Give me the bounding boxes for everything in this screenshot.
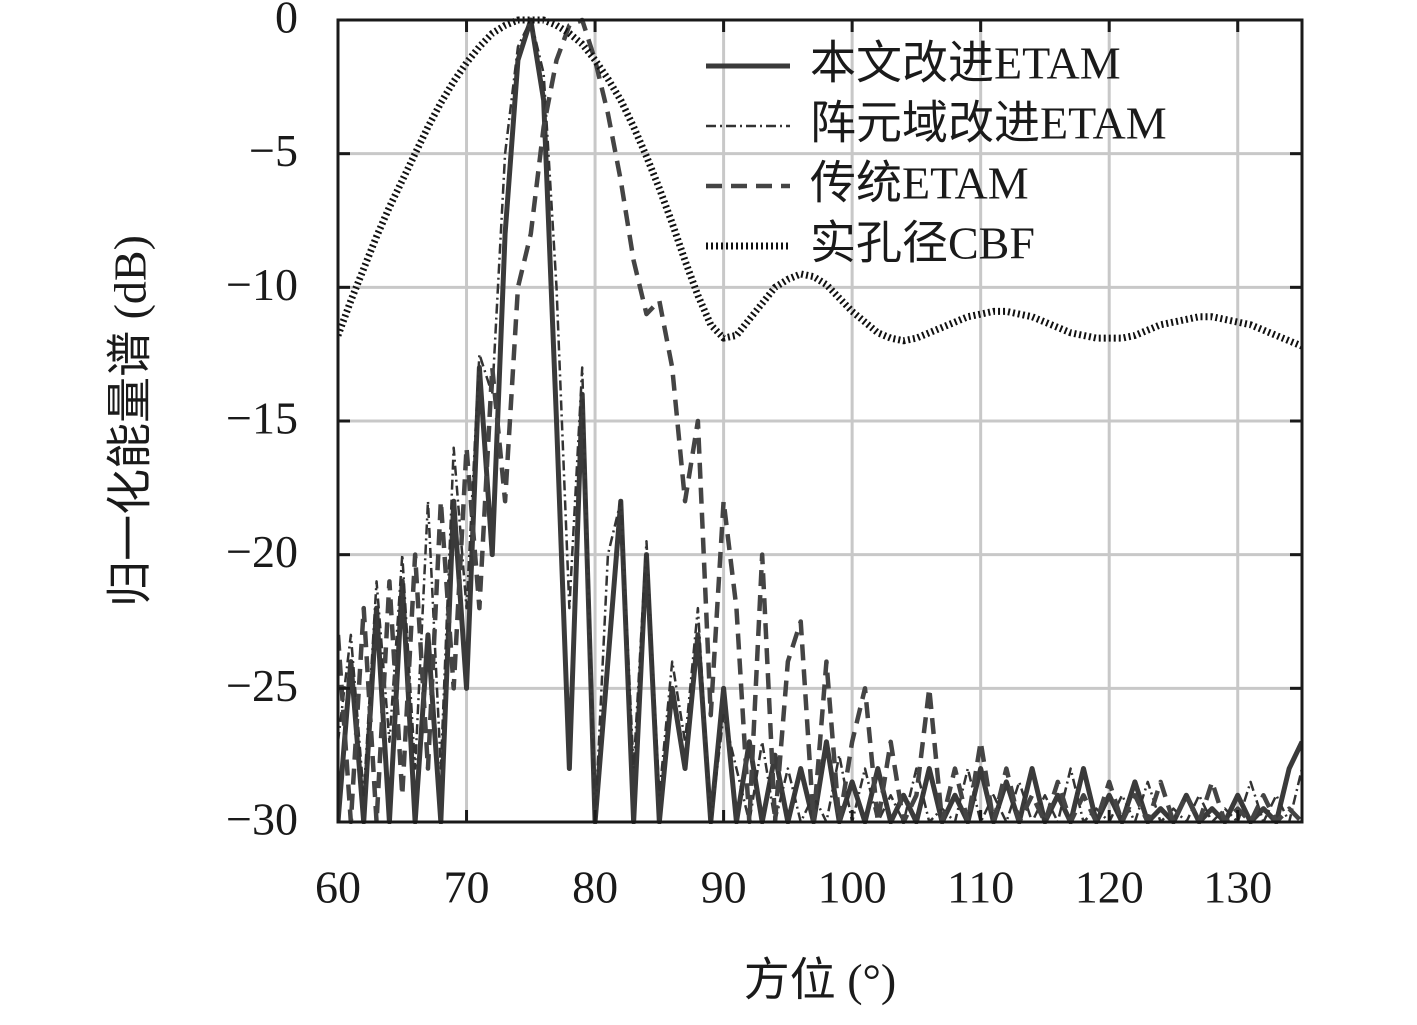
x-tick-label: 80 — [572, 862, 618, 913]
series-line — [338, 18, 1302, 824]
x-tick-label: 60 — [315, 862, 361, 913]
y-axis-label: 归一化能量谱 (dB) — [105, 235, 156, 607]
y-tick-label: −20 — [226, 526, 298, 577]
legend-label: 传统ETAM — [810, 158, 1029, 209]
series-line — [338, 16, 1302, 350]
y-tick-label: −10 — [226, 259, 298, 310]
x-tick-label: 100 — [818, 862, 887, 913]
x-tick-label: 70 — [444, 862, 490, 913]
y-tick-label: 0 — [275, 0, 298, 43]
y-tick-label: −25 — [226, 660, 298, 711]
x-axis-label: 方位 (°) — [744, 955, 897, 1006]
x-tick-label: 130 — [1203, 862, 1272, 913]
ticks: −30 −25 −20 −15 −10 −5 0 60 70 80 90 100 110 120 130 — [226, 0, 1302, 913]
legend-label: 实孔径CBF — [810, 218, 1035, 269]
x-tick-label: 90 — [701, 862, 747, 913]
lines — [338, 16, 1302, 824]
y-tick-label: −30 — [226, 794, 298, 845]
series-line — [338, 17, 1302, 824]
legend-label: 本文改进ETAM — [810, 38, 1121, 89]
legend-label: 阵元域改进ETAM — [810, 98, 1167, 149]
legend: 本文改进ETAM 阵元域改进ETAM 传统ETAM 实孔径CBF — [706, 38, 1167, 269]
y-tick-label: −5 — [249, 125, 298, 176]
y-tick-label: −15 — [226, 393, 298, 444]
x-tick-label: 110 — [947, 862, 1014, 913]
x-tick-label: 120 — [1075, 862, 1144, 913]
